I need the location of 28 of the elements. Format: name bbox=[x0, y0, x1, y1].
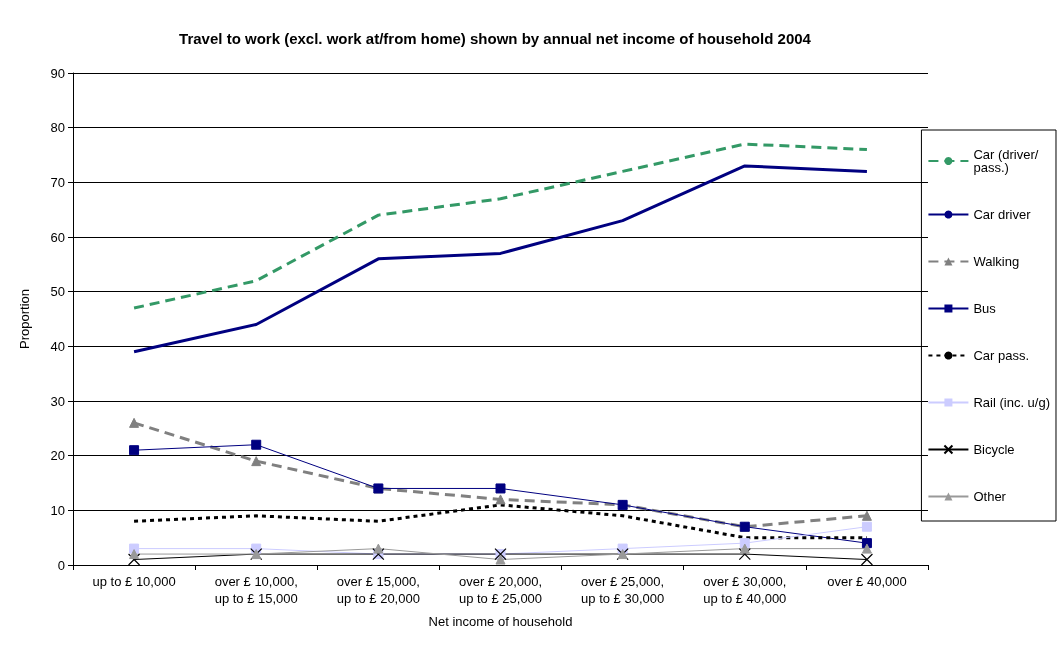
legend-label: Walking bbox=[973, 254, 1020, 269]
x-tick-label: over £ 30,000, up to £ 40,000 bbox=[703, 574, 787, 606]
y-tick-label: 30 bbox=[50, 393, 65, 409]
legend-label: Other bbox=[973, 489, 1007, 504]
x-tick-label: over £ 15,000, up to £ 20,000 bbox=[336, 574, 420, 606]
y-tick-label: 20 bbox=[50, 448, 65, 464]
y-tick-label: 40 bbox=[50, 338, 65, 354]
x-tick-label: up to £ 10,000 bbox=[92, 574, 176, 589]
x-tick-label: over £ 40,000 bbox=[827, 574, 907, 589]
y-axis-title: Proportion bbox=[17, 289, 32, 349]
chart-title: Travel to work (excl. work at/from home) shown by annual net income of household 2004 bbox=[179, 30, 812, 47]
y-tick-label: 70 bbox=[50, 174, 65, 190]
legend-label: Car (driver/pass.) bbox=[973, 147, 1039, 175]
y-tick-label: 10 bbox=[50, 502, 65, 518]
legend-label: Bicycle bbox=[973, 442, 1015, 457]
legend-label: Rail (inc. u/g) bbox=[973, 395, 1050, 410]
x-tick-label: over £ 20,000, up to £ 25,000 bbox=[458, 574, 543, 606]
legend-label: Car pass. bbox=[973, 348, 1030, 363]
legend-label: Bus bbox=[973, 301, 997, 316]
y-tick-label: 80 bbox=[50, 120, 65, 136]
x-tick-label: over £ 10,000, up to £ 15,000 bbox=[214, 574, 298, 606]
y-tick-label: 50 bbox=[50, 284, 65, 300]
y-tick-label: 90 bbox=[50, 65, 65, 81]
legend-label: Car driver bbox=[973, 207, 1032, 222]
y-tick-label: 0 bbox=[57, 557, 65, 573]
x-tick-label: over £ 25,000, up to £ 30,000 bbox=[581, 574, 665, 606]
y-tick-label: 60 bbox=[50, 229, 65, 245]
x-axis-title: Net income of household bbox=[428, 614, 573, 629]
